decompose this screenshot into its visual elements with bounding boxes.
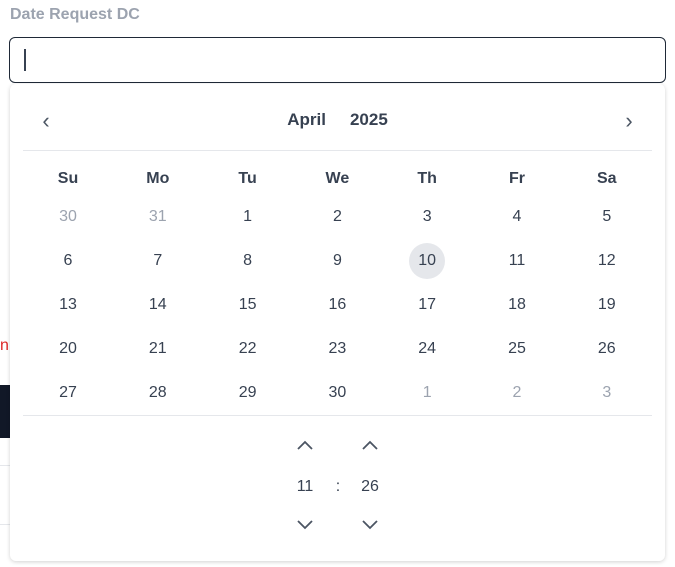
- hour-decrement-icon[interactable]: [295, 514, 315, 534]
- background-divider: [0, 465, 10, 466]
- day-cell[interactable]: 8: [243, 252, 253, 269]
- month-label[interactable]: April: [287, 110, 326, 129]
- minute-value[interactable]: 26: [361, 478, 379, 495]
- weekday-header: Fr: [509, 170, 525, 187]
- day-cell[interactable]: 1: [422, 384, 432, 401]
- text-caret: [24, 49, 26, 71]
- day-cell[interactable]: 27: [59, 384, 77, 401]
- year-label[interactable]: 2025: [349, 110, 388, 129]
- minute-decrement-icon[interactable]: [360, 514, 380, 534]
- datepicker-popup: ‹ April 2025 › Su Mo Tu We Th Fr Sa 30 31 1 2 3 4 5 6 7 8…: [10, 84, 665, 561]
- chevron-left-icon[interactable]: ‹: [42, 108, 50, 133]
- minute-increment-icon[interactable]: [360, 436, 380, 456]
- day-cell[interactable]: 10: [409, 243, 446, 279]
- day-cell[interactable]: 6: [63, 252, 73, 269]
- day-cell[interactable]: 30: [328, 384, 347, 401]
- background-error-text-fragment: n: [0, 337, 9, 354]
- weekday-header: We: [325, 170, 350, 187]
- day-cell[interactable]: 24: [418, 340, 437, 357]
- weekday-header: Tu: [238, 170, 257, 187]
- day-cell[interactable]: 2: [512, 384, 522, 401]
- chevron-right-icon[interactable]: ›: [625, 108, 633, 133]
- background-button-fragment: [0, 385, 10, 438]
- day-cell[interactable]: 5: [602, 208, 612, 225]
- divider: [23, 150, 652, 151]
- month-year-title: April 2025: [10, 110, 665, 130]
- day-cell[interactable]: 26: [597, 340, 616, 357]
- day-cell[interactable]: 23: [328, 340, 347, 357]
- day-cell[interactable]: 14: [148, 296, 167, 313]
- day-cell[interactable]: 2: [332, 208, 342, 225]
- weekday-header: Sa: [597, 170, 617, 187]
- hour-increment-icon[interactable]: [295, 436, 315, 456]
- field-label: Date Request DC: [10, 6, 140, 23]
- day-cell[interactable]: 9: [332, 252, 342, 269]
- day-cell[interactable]: 28: [148, 384, 167, 401]
- day-cell[interactable]: 18: [508, 296, 526, 313]
- day-cell[interactable]: 19: [597, 296, 616, 313]
- date-request-input[interactable]: [9, 37, 666, 83]
- day-cell[interactable]: 3: [422, 208, 432, 225]
- day-cell[interactable]: 16: [328, 296, 347, 313]
- day-cell[interactable]: 17: [418, 296, 437, 313]
- day-cell[interactable]: 4: [512, 208, 522, 225]
- day-cell[interactable]: 25: [508, 340, 526, 357]
- day-cell[interactable]: 29: [238, 384, 257, 401]
- divider: [23, 415, 652, 416]
- day-cell[interactable]: 3: [602, 384, 612, 401]
- day-cell[interactable]: 31: [148, 208, 167, 225]
- weekday-header: Su: [57, 170, 79, 187]
- day-cell[interactable]: 20: [59, 340, 77, 357]
- background-divider: [0, 524, 10, 525]
- day-cell[interactable]: 22: [238, 340, 257, 357]
- day-cell[interactable]: 21: [148, 340, 167, 357]
- day-cell[interactable]: 13: [59, 296, 77, 313]
- hour-value[interactable]: 11: [296, 478, 314, 495]
- day-cell[interactable]: 11: [508, 252, 526, 269]
- day-cell[interactable]: 12: [597, 252, 616, 269]
- day-cell[interactable]: 1: [243, 208, 253, 225]
- weekday-header: Th: [417, 170, 437, 187]
- day-cell[interactable]: 15: [238, 296, 257, 313]
- weekday-header: Mo: [146, 170, 170, 187]
- day-cell[interactable]: 7: [153, 252, 163, 269]
- day-cell[interactable]: 30: [59, 208, 77, 225]
- time-separator: :: [335, 478, 341, 495]
